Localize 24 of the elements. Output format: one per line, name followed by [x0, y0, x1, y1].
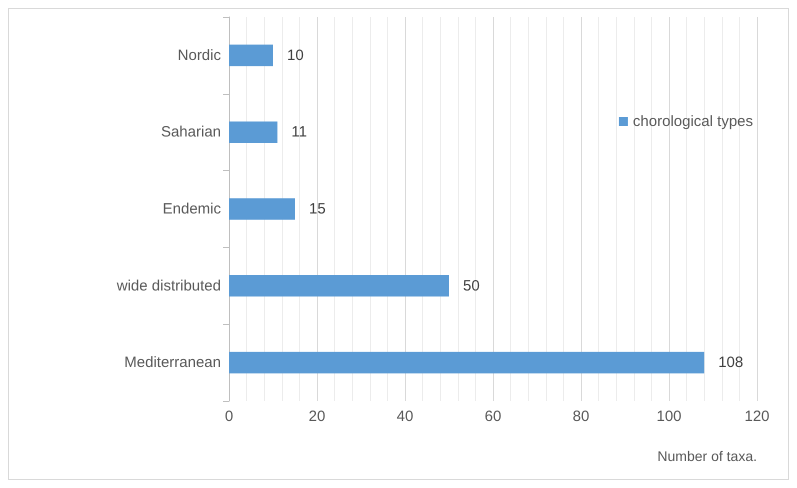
x-tick-label: 20 — [308, 408, 326, 425]
bar — [229, 44, 273, 66]
data-label: 108 — [718, 354, 744, 372]
x-axis-title: Number of taxa. — [657, 448, 757, 464]
legend-label: chorological types — [632, 113, 754, 130]
data-label: 10 — [287, 46, 304, 64]
y-tick-label: wide distributed — [116, 277, 221, 294]
x-tick-label: 120 — [744, 408, 770, 425]
x-tick-label: 60 — [484, 408, 502, 425]
data-label: 15 — [309, 200, 326, 218]
x-tick-label: 0 — [224, 408, 234, 425]
y-tick-label: Nordic — [178, 46, 222, 64]
x-tick-label: 100 — [656, 408, 682, 425]
bar — [229, 121, 278, 143]
data-label: 50 — [463, 277, 480, 294]
y-tick-label: Mediterranean — [124, 354, 221, 372]
x-tick-label: 40 — [396, 408, 414, 425]
data-label: 11 — [291, 124, 307, 141]
bar — [229, 198, 295, 220]
bar — [229, 275, 449, 297]
x-tick-label: 80 — [572, 408, 590, 425]
y-tick-label: Endemic — [162, 200, 222, 218]
bar — [229, 352, 704, 374]
y-tick-label: Saharian — [160, 124, 221, 141]
